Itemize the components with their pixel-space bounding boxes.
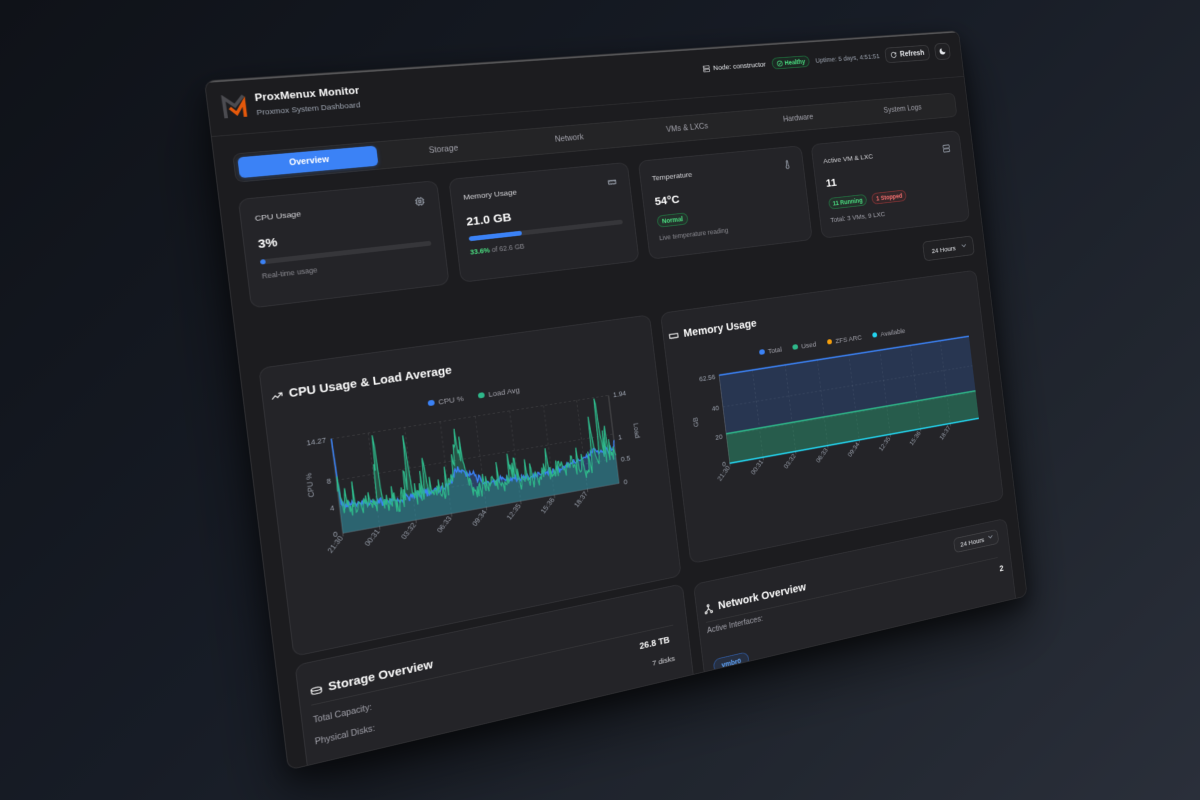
svg-text:03:32: 03:32 <box>400 521 419 541</box>
svg-text:06:33: 06:33 <box>815 446 830 464</box>
svg-text:00:31: 00:31 <box>363 527 382 547</box>
svg-text:1: 1 <box>618 433 623 441</box>
svg-text:62.56: 62.56 <box>699 373 716 383</box>
svg-text:03:32: 03:32 <box>782 452 797 470</box>
svg-text:GB: GB <box>692 417 700 428</box>
svg-text:18:37: 18:37 <box>938 424 952 441</box>
svg-text:18:37: 18:37 <box>573 490 590 509</box>
svg-text:15:36: 15:36 <box>908 430 922 447</box>
svg-text:0: 0 <box>623 478 628 486</box>
svg-text:12:35: 12:35 <box>505 502 523 521</box>
svg-text:09:34: 09:34 <box>846 441 861 459</box>
svg-text:14.27: 14.27 <box>306 436 327 447</box>
svg-text:06:33: 06:33 <box>435 514 453 534</box>
svg-text:12:35: 12:35 <box>878 435 892 452</box>
svg-text:21:30: 21:30 <box>716 464 732 482</box>
svg-text:Load: Load <box>632 422 641 438</box>
svg-text:09:34: 09:34 <box>471 508 489 528</box>
svg-text:00:31: 00:31 <box>750 458 765 476</box>
svg-text:40: 40 <box>711 404 719 413</box>
svg-text:0.5: 0.5 <box>620 454 631 463</box>
svg-text:1.94: 1.94 <box>613 389 627 399</box>
svg-text:21:30: 21:30 <box>326 534 345 554</box>
svg-text:CPU %: CPU % <box>304 472 316 498</box>
svg-text:8: 8 <box>326 477 332 486</box>
svg-text:15:36: 15:36 <box>539 496 556 515</box>
svg-text:4: 4 <box>330 504 336 513</box>
svg-text:20: 20 <box>715 433 723 442</box>
svg-text:0: 0 <box>722 460 727 468</box>
svg-text:0: 0 <box>333 530 339 539</box>
